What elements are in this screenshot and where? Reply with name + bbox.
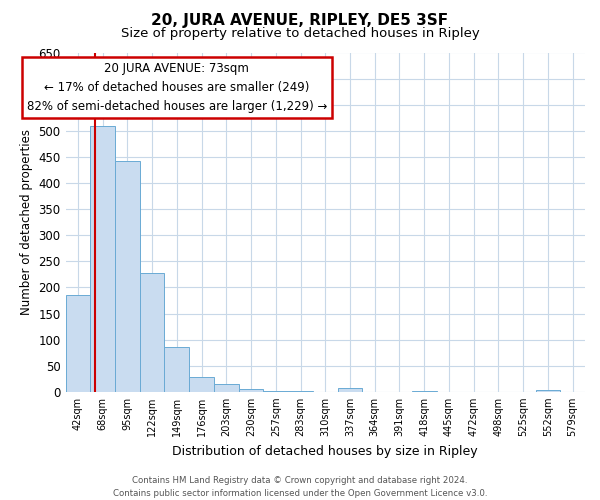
Bar — [288, 391, 313, 392]
Text: Contains HM Land Registry data © Crown copyright and database right 2024.
Contai: Contains HM Land Registry data © Crown c… — [113, 476, 487, 498]
Bar — [536, 390, 560, 392]
Text: 20 JURA AVENUE: 73sqm
← 17% of detached houses are smaller (249)
82% of semi-det: 20 JURA AVENUE: 73sqm ← 17% of detached … — [26, 62, 327, 113]
Bar — [164, 348, 189, 392]
Bar — [140, 274, 164, 392]
Text: Size of property relative to detached houses in Ripley: Size of property relative to detached ho… — [121, 28, 479, 40]
Bar — [412, 391, 437, 392]
Bar — [263, 391, 288, 392]
Bar — [189, 376, 214, 392]
Bar — [90, 126, 115, 392]
X-axis label: Distribution of detached houses by size in Ripley: Distribution of detached houses by size … — [172, 444, 478, 458]
Bar — [65, 295, 90, 392]
Text: 20, JURA AVENUE, RIPLEY, DE5 3SF: 20, JURA AVENUE, RIPLEY, DE5 3SF — [151, 12, 449, 28]
Bar — [115, 160, 140, 392]
Y-axis label: Number of detached properties: Number of detached properties — [20, 129, 33, 315]
Bar — [214, 384, 239, 392]
Bar — [239, 388, 263, 392]
Bar — [338, 388, 362, 392]
